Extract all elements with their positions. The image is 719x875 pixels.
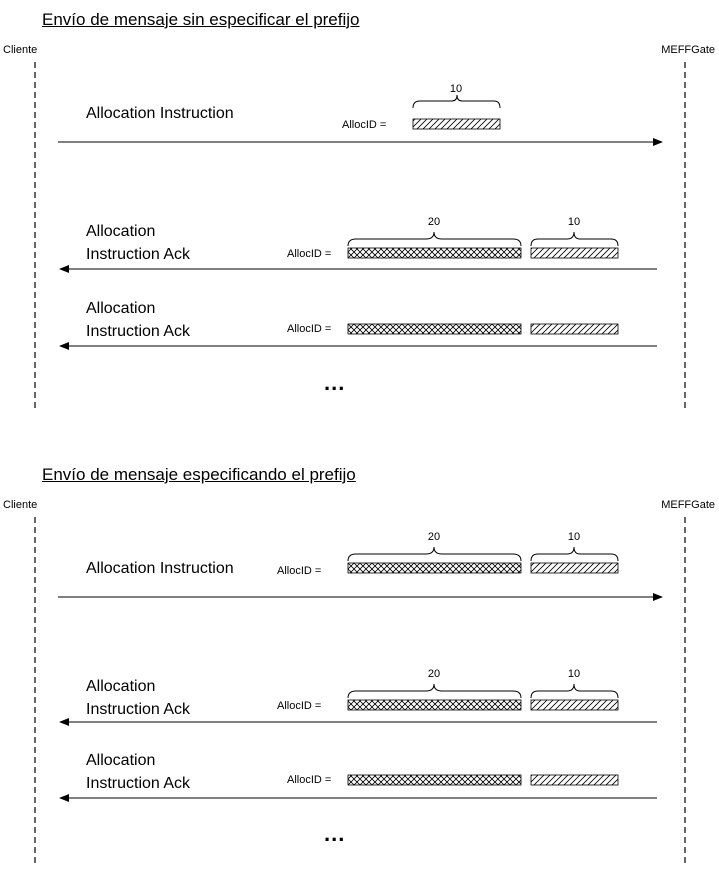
alloc-field-20 (347, 323, 522, 335)
field-length-label: 10 (567, 668, 581, 680)
field-length-label: 10 (567, 216, 581, 228)
diagram-section-1: Envío de mensaje sin especificar el pref… (0, 0, 719, 420)
sequence-diagram-1 (34, 62, 686, 412)
section-title: Envío de mensaje especificando el prefij… (42, 465, 356, 484)
field-length-label: 20 (427, 216, 441, 228)
alloc-field-20 (347, 247, 522, 259)
alloc-id-label: AllocID = (287, 774, 332, 786)
alloc-id-label: AllocID = (287, 248, 332, 260)
brace (530, 683, 619, 699)
brace (412, 94, 501, 109)
message-label-line2: Instruction Ack (86, 775, 191, 792)
brace (347, 546, 522, 562)
ellipsis: ... (324, 370, 346, 395)
alloc-field-10 (530, 323, 619, 335)
alloc-field-20 (347, 562, 522, 574)
brace (347, 231, 522, 247)
message-label: Allocation Instruction (86, 105, 234, 122)
brace (347, 683, 522, 699)
alloc-field-10 (530, 699, 619, 711)
field-length-label: 10 (449, 83, 463, 95)
field-length-label: 20 (427, 531, 441, 543)
message-label: Allocation Instruction (86, 560, 234, 577)
message-label-line2: Instruction Ack (86, 323, 191, 340)
field-length-label: 10 (567, 531, 581, 543)
alloc-field-20 (347, 699, 522, 711)
message-label-line1: Allocation (86, 223, 156, 240)
party-cliente-label: Cliente (3, 44, 38, 56)
alloc-field-10 (530, 774, 619, 786)
party-meffgate-label: MEFFGate (661, 499, 715, 511)
alloc-field-10 (412, 118, 501, 130)
message-label-line2: Instruction Ack (86, 246, 191, 263)
field-length-label: 20 (427, 668, 441, 680)
alloc-id-label: AllocID = (342, 119, 387, 131)
alloc-field-10 (530, 247, 619, 259)
diagram-section-2: Envío de mensaje especificando el prefij… (0, 455, 719, 875)
section-title: Envío de mensaje sin especificar el pref… (42, 10, 360, 29)
party-cliente-label: Cliente (3, 499, 38, 511)
brace (530, 231, 619, 247)
alloc-field-10 (530, 562, 619, 574)
alloc-field-20 (347, 774, 522, 786)
message-label-line1: Allocation (86, 752, 156, 769)
party-meffgate-label: MEFFGate (661, 44, 715, 56)
alloc-id-label: AllocID = (277, 700, 322, 712)
alloc-id-label: AllocID = (277, 565, 322, 577)
alloc-id-label: AllocID = (287, 323, 332, 335)
ellipsis: ... (324, 821, 346, 846)
message-label-line1: Allocation (86, 678, 156, 695)
message-label-line2: Instruction Ack (86, 701, 191, 718)
brace (530, 546, 619, 562)
sequence-diagram-2 (34, 517, 686, 867)
message-label-line1: Allocation (86, 300, 156, 317)
